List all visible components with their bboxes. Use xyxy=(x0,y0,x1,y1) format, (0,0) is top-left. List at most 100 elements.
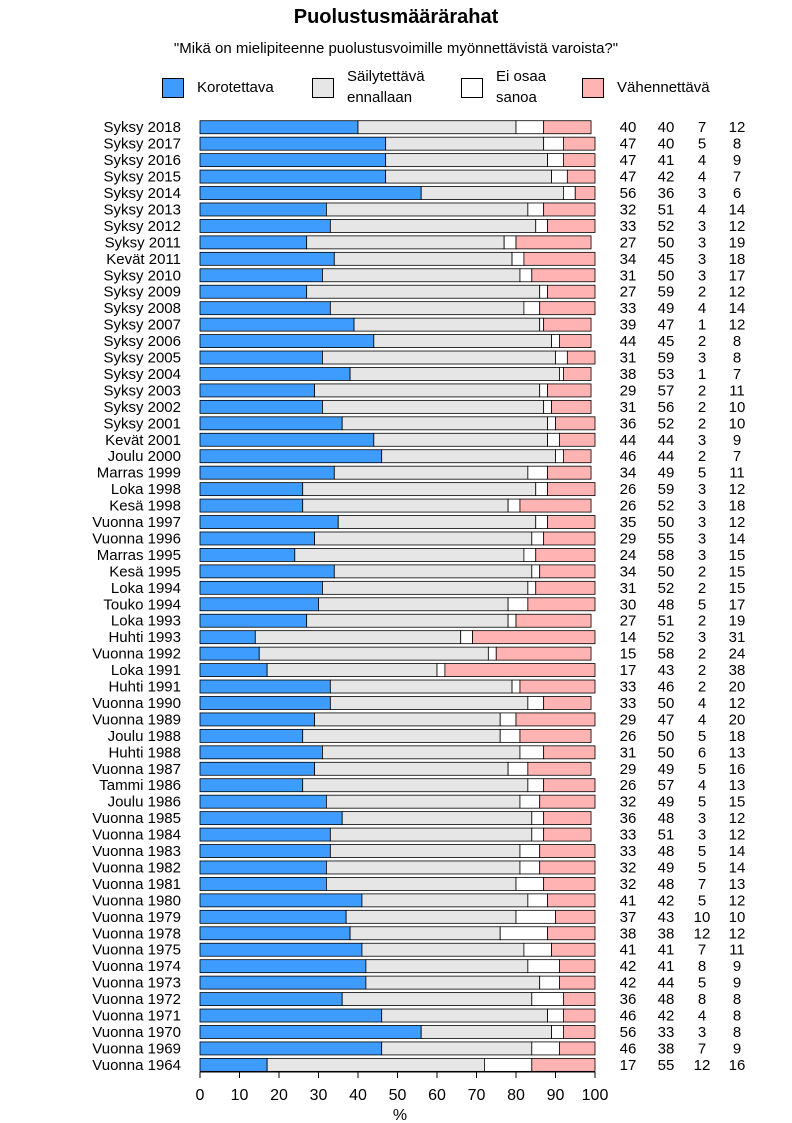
value-label: 38 xyxy=(729,662,746,679)
row-label: Syksy 2013 xyxy=(103,201,181,218)
value-label: 16 xyxy=(729,1057,746,1074)
x-tick-label: 20 xyxy=(270,1087,288,1104)
value-label: 3 xyxy=(698,432,706,449)
bar-segment xyxy=(527,580,537,595)
bar-segment xyxy=(199,120,359,135)
bar-segment xyxy=(563,1025,596,1039)
value-label: 35 xyxy=(620,514,637,531)
value-label: 31 xyxy=(620,399,637,416)
bar-segment xyxy=(325,860,521,875)
value-label: 24 xyxy=(620,547,637,564)
value-label: 12 xyxy=(729,695,746,712)
row-label: Loka 1994 xyxy=(111,580,181,597)
value-label: 48 xyxy=(658,991,675,1008)
value-label: 27 xyxy=(620,613,637,630)
bar-segment xyxy=(199,712,315,727)
value-label: 2 xyxy=(698,662,706,679)
value-label: 31 xyxy=(620,744,637,761)
value-label: 42 xyxy=(620,975,637,992)
row-label: Syksy 2016 xyxy=(103,152,181,169)
bar-segment xyxy=(563,136,596,151)
value-label: 8 xyxy=(698,958,706,975)
bar-segment xyxy=(547,432,560,447)
x-tick-label: 40 xyxy=(349,1087,367,1104)
value-label: 10 xyxy=(694,909,711,926)
bar-segment xyxy=(199,893,363,908)
value-label: 5 xyxy=(698,596,706,613)
value-label: 36 xyxy=(620,810,637,827)
bar-segment xyxy=(507,597,529,612)
value-label: 56 xyxy=(658,399,675,416)
row-label: Syksy 2011 xyxy=(105,234,181,251)
value-label: 17 xyxy=(620,662,637,679)
bar-segment xyxy=(539,860,596,875)
bar-segment xyxy=(325,202,529,217)
bar-segment xyxy=(507,613,517,628)
bar-segment xyxy=(199,811,343,826)
value-label: 10 xyxy=(729,399,746,416)
row-label: Kesä 1998 xyxy=(109,498,181,515)
bar-segment xyxy=(199,219,331,233)
value-label: 52 xyxy=(658,580,675,597)
value-label: 56 xyxy=(620,1024,637,1041)
value-label: 34 xyxy=(620,465,637,482)
value-label: 19 xyxy=(729,234,746,251)
row-label: Vuonna 1974 xyxy=(92,958,181,975)
bar-segment xyxy=(199,926,351,941)
bar-segment xyxy=(531,564,541,579)
row-label: Vuonna 1980 xyxy=(92,892,181,909)
row-label: Syksy 2008 xyxy=(103,300,181,317)
value-label: 33 xyxy=(620,679,637,696)
value-label: 12 xyxy=(729,218,746,235)
row-label: Vuonna 1969 xyxy=(92,1040,181,1057)
bar-segment xyxy=(258,646,489,661)
bar-segment xyxy=(539,301,596,316)
chart-subtitle: "Mikä on mielipiteenne puolustusvoimille… xyxy=(173,40,619,57)
bar-segment xyxy=(535,482,549,497)
bar-segment xyxy=(539,794,596,809)
value-label: 9 xyxy=(733,432,741,449)
value-label: 33 xyxy=(658,1024,675,1041)
value-label: 12 xyxy=(729,925,746,942)
bar-segment xyxy=(539,284,549,299)
bar-segment xyxy=(563,153,596,168)
value-label: 47 xyxy=(658,711,675,728)
bar-segment xyxy=(199,416,343,431)
value-label: 26 xyxy=(620,498,637,515)
bar-segment xyxy=(499,728,521,743)
value-label: 1 xyxy=(698,366,706,383)
value-label: 45 xyxy=(658,251,675,268)
bar-segment xyxy=(515,909,556,924)
value-label: 46 xyxy=(620,448,637,465)
bar-segment xyxy=(199,186,422,200)
value-label: 8 xyxy=(733,333,741,350)
value-label: 1 xyxy=(698,317,706,334)
bar-segment xyxy=(199,827,331,842)
value-label: 12 xyxy=(729,119,746,136)
value-label: 4 xyxy=(698,201,706,218)
bar-segment xyxy=(531,268,596,283)
x-axis-label: % xyxy=(393,1107,407,1123)
bar-segment xyxy=(199,515,339,529)
bar-segment xyxy=(543,811,592,826)
bar-segment xyxy=(507,498,521,513)
value-label: 6 xyxy=(698,744,706,761)
bar-segment xyxy=(365,975,541,990)
bar-segment xyxy=(543,399,552,414)
value-label: 59 xyxy=(658,284,675,301)
value-label: 50 xyxy=(658,744,675,761)
value-label: 38 xyxy=(658,925,675,942)
bar-segment xyxy=(543,745,596,760)
bar-segment xyxy=(499,712,517,727)
bar-segment xyxy=(199,745,323,760)
bar-segment xyxy=(322,580,529,595)
row-label: Vuonna 1997 xyxy=(92,514,181,531)
bar-segment xyxy=(199,367,351,381)
value-label: 15 xyxy=(729,547,746,564)
value-label: 31 xyxy=(729,629,746,646)
bar-segment xyxy=(325,877,517,891)
row-label: Vuonna 1981 xyxy=(92,876,181,893)
value-label: 34 xyxy=(620,563,637,580)
bar-segment xyxy=(322,745,521,760)
bar-segment xyxy=(515,877,545,891)
